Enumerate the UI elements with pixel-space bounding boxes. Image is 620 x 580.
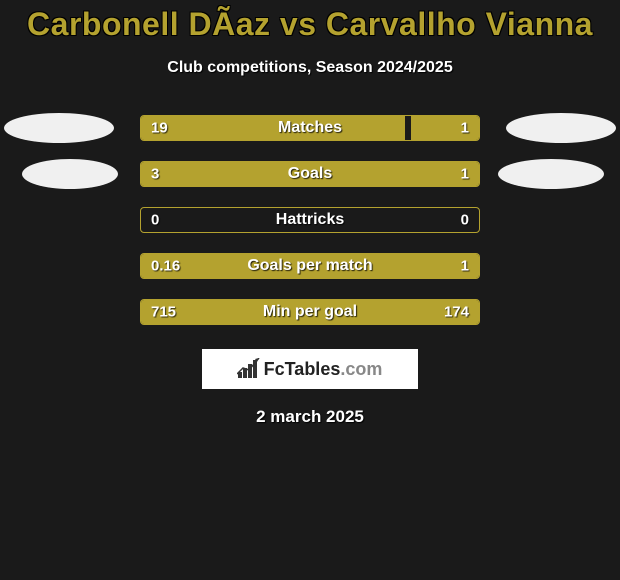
logo-text-suffix: .com	[340, 359, 382, 379]
bar-left	[141, 162, 192, 186]
value-right: 174	[444, 304, 469, 321]
player-oval-right	[506, 113, 616, 143]
value-right: 1	[461, 166, 469, 183]
bar-track: 3 1 Goals	[140, 161, 480, 187]
value-right: 1	[461, 120, 469, 137]
stat-label: Min per goal	[263, 303, 357, 321]
player-oval-left	[22, 159, 118, 189]
stat-row: 715 174 Min per goal	[0, 289, 620, 335]
logo-text: FcTables.com	[264, 359, 383, 380]
bar-track: 0.16 1 Goals per match	[140, 253, 480, 279]
bar-left	[141, 116, 405, 140]
stat-label: Matches	[278, 119, 342, 137]
bar-right	[192, 162, 479, 186]
player-oval-right	[498, 159, 604, 189]
bar-track: 0 0 Hattricks	[140, 207, 480, 233]
value-left: 0.16	[151, 258, 180, 275]
bar-chart-icon	[238, 360, 260, 378]
page-title: Carbonell DÃ­az vs Carvallho Vianna	[0, 0, 620, 43]
logo-text-main: FcTables	[264, 359, 341, 379]
value-right: 0	[461, 212, 469, 229]
stat-row: 19 1 Matches	[0, 105, 620, 151]
value-left: 0	[151, 212, 159, 229]
value-left: 3	[151, 166, 159, 183]
bar-gap	[405, 116, 412, 140]
stat-label: Goals per match	[247, 257, 372, 275]
bar-track: 715 174 Min per goal	[140, 299, 480, 325]
fctables-logo: FcTables.com	[202, 349, 418, 389]
value-left: 715	[151, 304, 176, 321]
stat-label: Hattricks	[276, 211, 344, 229]
bar-track: 19 1 Matches	[140, 115, 480, 141]
stat-row: 3 1 Goals	[0, 151, 620, 197]
value-left: 19	[151, 120, 168, 137]
stat-label: Goals	[288, 165, 332, 183]
subtitle: Club competitions, Season 2024/2025	[0, 59, 620, 77]
value-right: 1	[461, 258, 469, 275]
stat-row: 0 0 Hattricks	[0, 197, 620, 243]
stat-row: 0.16 1 Goals per match	[0, 243, 620, 289]
comparison-chart: 19 1 Matches 3 1 Goals 0 0 Hattricks 0.16 1 Goals p…	[0, 105, 620, 335]
date-label: 2 march 2025	[0, 407, 620, 427]
player-oval-left	[4, 113, 114, 143]
